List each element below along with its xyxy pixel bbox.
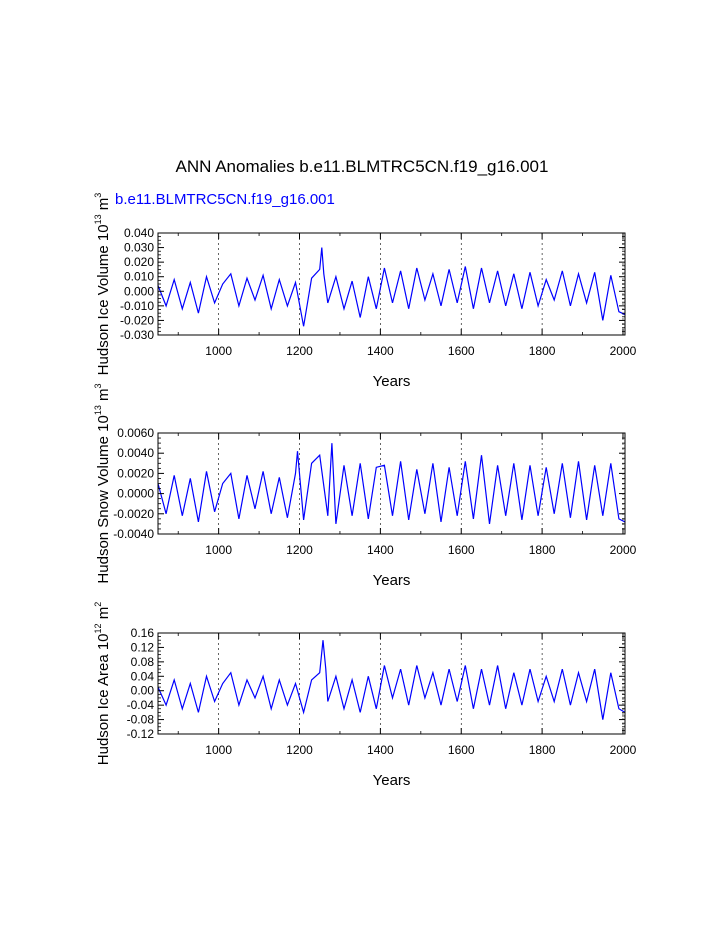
- x-tick-label: 1800: [529, 543, 556, 557]
- y-tick-label: 0.0020: [117, 466, 154, 480]
- x-tick-label: 1200: [286, 344, 313, 358]
- y-tick-label: -0.12: [127, 727, 155, 741]
- y-axis-label: Hudson Ice Area 1012 m2: [93, 602, 112, 765]
- chart-panels: 1000 1200 1400 1600 1800 20000.0400.0300.0200…: [93, 193, 637, 789]
- x-tick-label: 2000: [610, 743, 637, 757]
- y-tick-label: 0.030: [124, 241, 154, 255]
- y-tick-label: 0.0060: [117, 426, 154, 440]
- y-tick-label: 0.0000: [117, 487, 154, 501]
- y-tick-label: -0.08: [127, 713, 155, 727]
- x-tick-label: 1600: [448, 743, 475, 757]
- x-tick-label: 1400: [367, 743, 394, 757]
- x-tick-label: 1400: [367, 344, 394, 358]
- y-tick-label: 0.000: [124, 284, 154, 298]
- x-tick-label: 1000: [205, 743, 232, 757]
- y-tick-label: -0.020: [120, 313, 154, 327]
- x-tick-label: 1400: [367, 543, 394, 557]
- y-tick-label: 0.00: [131, 684, 155, 698]
- y-axis-label: Hudson Ice Volume 1013 m3: [93, 193, 112, 376]
- y-tick-label: 0.040: [124, 226, 154, 240]
- y-tick-label: -0.030: [120, 328, 154, 342]
- x-tick-label: 1600: [448, 344, 475, 358]
- x-tick-label: 2000: [610, 543, 637, 557]
- y-axis-label: Hudson Snow Volume 1013 m3: [93, 383, 112, 583]
- chart-panel-1: 1000 1200 1400 1600 1800 20000.0400.0300.0200…: [93, 193, 637, 390]
- x-axis-label: Years: [373, 373, 411, 390]
- y-tick-label: -0.0020: [113, 507, 154, 521]
- y-tick-label: 0.16: [131, 626, 155, 640]
- y-tick-label: 0.08: [131, 655, 155, 669]
- y-tick-label: 0.010: [124, 270, 154, 284]
- figure-title: ANN Anomalies b.e11.BLMTRC5CN.f19_g16.00…: [176, 157, 549, 176]
- y-tick-label: -0.0040: [113, 527, 154, 541]
- x-tick-label: 1600: [448, 543, 475, 557]
- plot-frame: [157, 232, 626, 336]
- x-tick-label: 1200: [286, 743, 313, 757]
- plot-frame: [157, 432, 626, 535]
- y-tick-label: 0.0040: [117, 446, 154, 460]
- series-line: [157, 640, 626, 720]
- y-tick-label: 0.04: [131, 669, 155, 683]
- x-tick-label: 1000: [205, 543, 232, 557]
- chart-panel-3: 1000 1200 1400 1600 1800 2000 0.160.120.080.04…: [93, 602, 637, 789]
- x-axis-label: Years: [373, 572, 411, 589]
- x-tick-label: 2000: [610, 344, 637, 358]
- chart-panel-2: 1000 1200 1400 1600 1800 2000 0.0060 0.0040 0.00…: [93, 383, 637, 589]
- y-tick-label: 0.12: [131, 640, 155, 654]
- x-tick-label: 1800: [529, 743, 556, 757]
- series-line: [157, 247, 626, 327]
- plot-frame: [157, 632, 626, 735]
- y-tick-label: -0.04: [127, 698, 155, 712]
- y-tick-label: 0.020: [124, 255, 154, 269]
- y-tick-label: -0.010: [120, 299, 154, 313]
- series-line: [157, 443, 626, 524]
- x-tick-label: 1000: [205, 344, 232, 358]
- x-axis-label: Years: [373, 772, 411, 789]
- x-tick-label: 1200: [286, 543, 313, 557]
- x-tick-label: 1800: [529, 344, 556, 358]
- series-subtitle: b.e11.BLMTRC5CN.f19_g16.001: [115, 191, 335, 208]
